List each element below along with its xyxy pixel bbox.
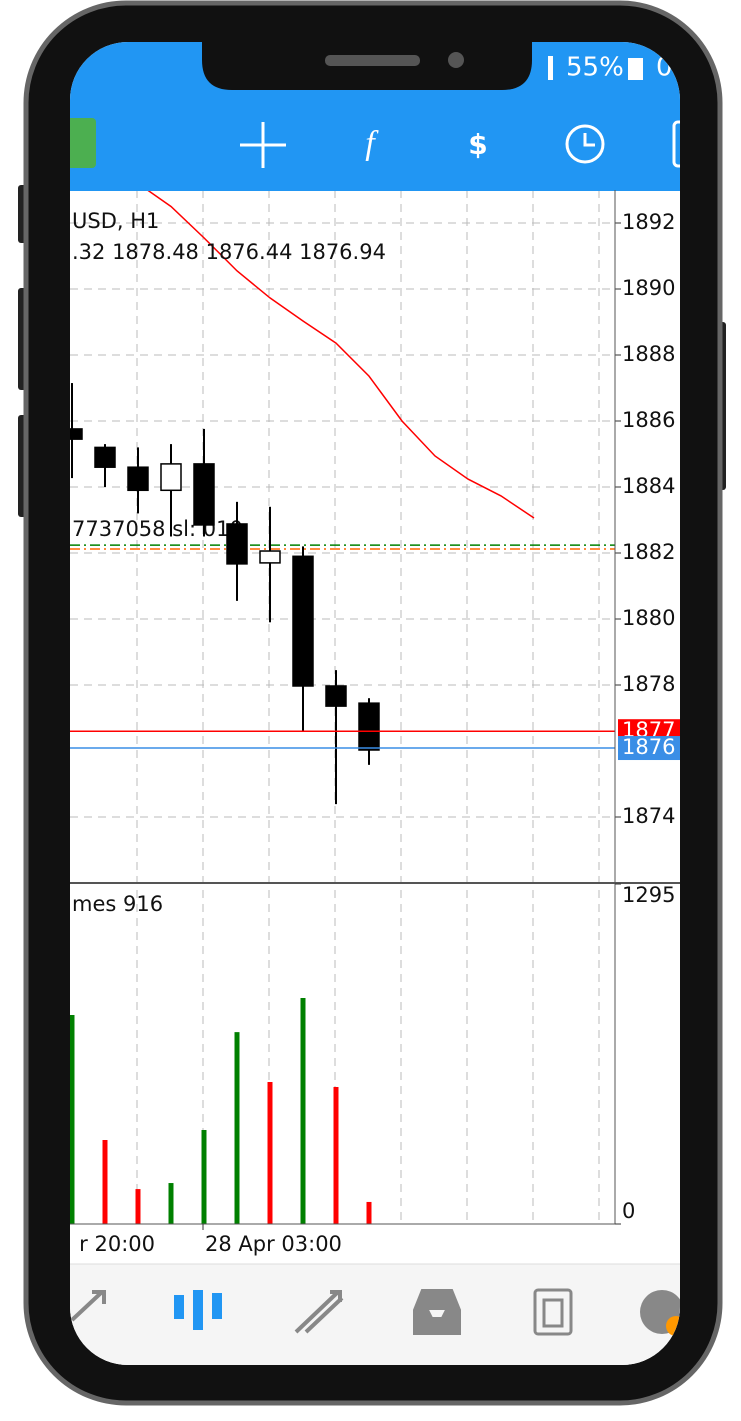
nav-history[interactable] bbox=[413, 1289, 461, 1335]
price-tick-label: 1892 bbox=[622, 210, 675, 234]
price-tick-label: 1886 bbox=[622, 408, 675, 432]
nav-news[interactable] bbox=[533, 1288, 573, 1336]
battery-icon bbox=[628, 58, 643, 80]
ask-line-box bbox=[618, 736, 680, 761]
crosshair-button[interactable] bbox=[240, 122, 286, 168]
moving-average bbox=[137, 191, 535, 519]
period-button[interactable] bbox=[565, 124, 605, 164]
trade-label: 7737058 sl: 010 bbox=[72, 517, 243, 541]
chart: 7737058 sl: 010 1892 1890 1888 1886 1884 1882 1… bbox=[70, 190, 680, 1256]
candle-body bbox=[193, 463, 215, 526]
account-icon[interactable] bbox=[64, 118, 96, 168]
symbol: USD, H1 bbox=[72, 209, 159, 233]
signal-icon bbox=[548, 56, 553, 80]
price-tick-label: 1884 bbox=[622, 474, 675, 498]
candle-body bbox=[226, 523, 248, 565]
price-tick-label: 1888 bbox=[622, 342, 675, 366]
nav-chart[interactable] bbox=[174, 1290, 222, 1330]
camera bbox=[448, 52, 464, 68]
time-label: r 20:00 bbox=[79, 1232, 155, 1256]
candle-body bbox=[94, 446, 116, 468]
candle-body bbox=[160, 463, 182, 492]
price-tick-label: 1882 bbox=[622, 540, 675, 564]
candle-body bbox=[127, 466, 149, 492]
speaker bbox=[325, 55, 420, 66]
price-tick-label: 1880 bbox=[622, 606, 675, 630]
screen: 55% 0 f $ 7737058 sl: 010189218901888188… bbox=[64, 42, 688, 1365]
more-button[interactable] bbox=[672, 120, 688, 168]
price-tick-label: 1878 bbox=[622, 672, 675, 696]
price-tick-label: 1874 bbox=[622, 804, 675, 828]
ask-line-label: 1876 bbox=[622, 735, 675, 759]
plot-area: 7737058 sl: 010 bbox=[70, 191, 615, 1224]
chat-badge bbox=[666, 1316, 680, 1336]
candle-body bbox=[259, 550, 281, 564]
candle-body bbox=[325, 685, 347, 707]
ohlc: .32 1878.48 1876.44 1876.94 bbox=[72, 240, 386, 264]
time-label: 28 Apr 03:00 bbox=[205, 1232, 342, 1256]
price-tick-label: 1890 bbox=[622, 276, 675, 300]
candle-body bbox=[358, 702, 380, 751]
volume-label: mes 916 bbox=[72, 892, 163, 916]
battery-text: 55% bbox=[566, 53, 624, 83]
candle-body bbox=[70, 428, 83, 440]
candle-body bbox=[292, 555, 314, 687]
volume-tick-label: 1295 bbox=[622, 883, 675, 907]
nav-trade[interactable] bbox=[294, 1290, 344, 1334]
nav-quotes[interactable] bbox=[70, 1290, 106, 1322]
bottom-nav bbox=[70, 1264, 680, 1365]
volume-tick-label: 0 bbox=[622, 1199, 635, 1223]
trade-button[interactable]: $ bbox=[468, 128, 487, 161]
